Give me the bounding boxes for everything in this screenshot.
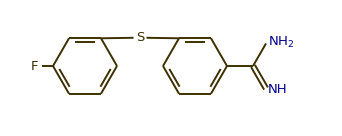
Text: NH: NH bbox=[268, 83, 288, 96]
Text: F: F bbox=[31, 60, 39, 72]
Text: NH$_2$: NH$_2$ bbox=[268, 35, 294, 50]
Text: S: S bbox=[136, 31, 144, 44]
